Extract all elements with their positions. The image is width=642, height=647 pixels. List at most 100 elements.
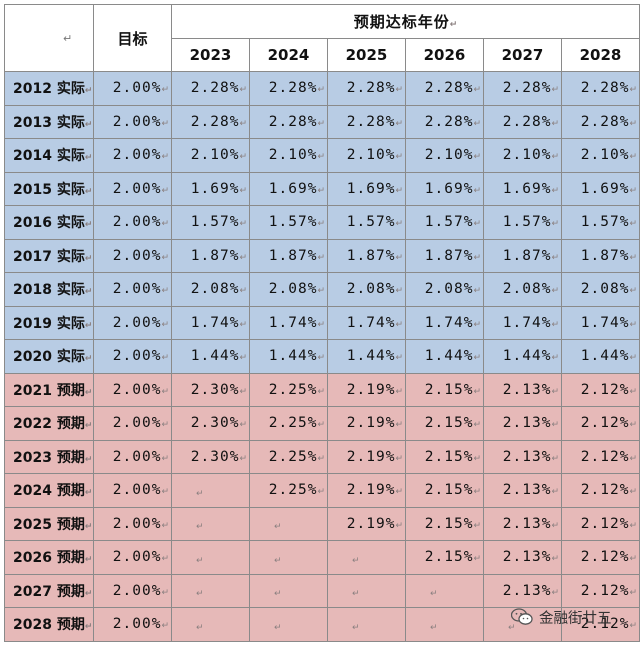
empty-cell: ↵	[249, 506, 328, 541]
value-cell: 2.10%↵	[483, 138, 562, 173]
value-cell: 2.19%↵	[327, 473, 406, 508]
value-cell: 1.87%↵	[171, 238, 250, 273]
value-cell: 2.28%↵	[327, 104, 406, 139]
value-cell: 2.15%↵	[405, 439, 484, 474]
table-row: 2016 实际↵ 2.00%↵ 1.57%↵ 1.57%↵ 1.57%↵ 1.57%↵ 1.…	[4, 205, 640, 240]
target-cell: 2.00%↵	[93, 473, 172, 508]
value-cell: 1.57%↵	[405, 205, 484, 240]
value-cell: 2.12%↵	[561, 372, 640, 407]
row-label: 2013 实际↵	[4, 104, 94, 139]
target-cell: 2.00%↵	[93, 573, 172, 608]
target-cell: 2.00%↵	[93, 607, 172, 642]
table-row: 2017 实际↵ 2.00%↵ 1.87%↵ 1.87%↵ 1.87%↵ 1.87%↵ 1.…	[4, 238, 640, 273]
row-label: 2022 预期↵	[4, 406, 94, 441]
value-cell: 1.44%↵	[405, 339, 484, 374]
value-cell: 2.15%↵	[405, 540, 484, 575]
value-cell: 1.69%↵	[561, 171, 640, 206]
value-cell: 2.15%↵	[405, 406, 484, 441]
row-label: 2016 实际↵	[4, 205, 94, 240]
value-cell: 2.08%↵	[327, 272, 406, 307]
value-cell: 2.12%↵	[561, 439, 640, 474]
value-cell: 2.13%↵	[483, 473, 562, 508]
value-cell: 2.12%↵	[561, 607, 640, 642]
value-cell: 1.74%↵	[171, 305, 250, 340]
value-cell: 1.44%↵	[561, 339, 640, 374]
value-cell: 2.12%↵	[561, 406, 640, 441]
value-cell: 2.08%↵	[171, 272, 250, 307]
value-cell: 2.28%↵	[249, 104, 328, 139]
target-cell: 2.00%↵	[93, 439, 172, 474]
value-cell: 1.44%↵	[171, 339, 250, 374]
value-cell: 2.25%↵	[249, 473, 328, 508]
empty-cell: ↵	[327, 540, 406, 575]
value-cell: 2.13%↵	[483, 573, 562, 608]
value-cell: 1.44%↵	[249, 339, 328, 374]
value-cell: 2.19%↵	[327, 406, 406, 441]
value-cell: 2.28%↵	[405, 104, 484, 139]
value-cell: 1.69%↵	[171, 171, 250, 206]
row-label: 2018 实际↵	[4, 272, 94, 307]
value-cell: 2.08%↵	[405, 272, 484, 307]
table-row: 2021 预期↵ 2.00%↵ 2.30%↵ 2.25%↵ 2.19%↵ 2.15%↵ 2.…	[4, 372, 640, 407]
value-cell: 2.28%↵	[327, 71, 406, 106]
value-cell: 2.10%↵	[405, 138, 484, 173]
row-label: 2024 预期↵	[4, 473, 94, 508]
row-label: 2027 预期↵	[4, 573, 94, 608]
table-row: 2020 实际↵ 2.00%↵ 1.44%↵ 1.44%↵ 1.44%↵ 1.44%↵ 1.…	[4, 339, 640, 374]
value-cell: 2.12%↵	[561, 473, 640, 508]
value-cell: 2.28%↵	[171, 71, 250, 106]
value-cell: 2.19%↵	[327, 372, 406, 407]
row-label: 2025 预期↵	[4, 506, 94, 541]
empty-cell: ↵	[171, 607, 250, 642]
row-label: 2026 预期↵	[4, 540, 94, 575]
table-row: 2023 预期↵ 2.00%↵ 2.30%↵ 2.25%↵ 2.19%↵ 2.15%↵ 2.…	[4, 439, 640, 474]
target-header: 目标	[93, 4, 172, 72]
empty-cell: ↵	[249, 540, 328, 575]
table-row: 2018 实际↵ 2.00%↵ 2.08%↵ 2.08%↵ 2.08%↵ 2.08%↵ 2.…	[4, 272, 640, 307]
value-cell: 2.13%↵	[483, 372, 562, 407]
value-cell: 2.28%↵	[483, 71, 562, 106]
value-cell: 1.87%↵	[327, 238, 406, 273]
value-cell: 2.28%↵	[405, 71, 484, 106]
year-header-2028: 2028	[561, 38, 640, 72]
table-row: 2022 预期↵ 2.00%↵ 2.30%↵ 2.25%↵ 2.19%↵ 2.15%↵ 2.…	[4, 406, 640, 441]
empty-cell: ↵	[171, 473, 250, 508]
value-cell: 1.74%↵	[405, 305, 484, 340]
empty-cell: ↵	[171, 506, 250, 541]
target-cell: 2.00%↵	[93, 104, 172, 139]
value-cell: 2.15%↵	[405, 473, 484, 508]
row-label: 2019 实际↵	[4, 305, 94, 340]
target-cell: 2.00%↵	[93, 305, 172, 340]
inflation-target-table: ↵ 目标 预期达标年份↵ 2023 2024 2025 2026 2027 2028 20…	[4, 4, 640, 642]
value-cell: 2.19%↵	[327, 506, 406, 541]
value-cell: 2.25%↵	[249, 372, 328, 407]
value-cell: 1.57%↵	[327, 205, 406, 240]
row-label: 2020 实际↵	[4, 339, 94, 374]
value-cell: 2.13%↵	[483, 439, 562, 474]
table-row: 2027 预期↵ 2.00%↵ ↵ ↵ ↵ ↵ 2.13%↵ 2.12%↵	[4, 573, 640, 608]
target-cell: 2.00%↵	[93, 71, 172, 106]
watermark-text: 金融街廿五	[539, 610, 612, 627]
value-cell: 2.12%↵	[561, 540, 640, 575]
empty-cell: ↵	[171, 573, 250, 608]
value-cell: 1.69%↵	[327, 171, 406, 206]
year-header-2026: 2026	[405, 38, 484, 72]
value-cell: 2.08%↵	[561, 272, 640, 307]
target-cell: 2.00%↵	[93, 339, 172, 374]
value-cell: 2.30%↵	[171, 406, 250, 441]
value-cell: 2.10%↵	[249, 138, 328, 173]
value-cell: 1.57%↵	[483, 205, 562, 240]
value-cell: 2.28%↵	[483, 104, 562, 139]
empty-cell: ↵	[171, 540, 250, 575]
table-row: 2015 实际↵ 2.00%↵ 1.69%↵ 1.69%↵ 1.69%↵ 1.69%↵ 1.…	[4, 171, 640, 206]
table-row: 2025 预期↵ 2.00%↵ ↵ ↵ 2.19%↵ 2.15%↵ 2.13%↵ 2.12%↵	[4, 506, 640, 541]
value-cell: 1.87%↵	[249, 238, 328, 273]
value-cell: 1.87%↵	[561, 238, 640, 273]
table-row: 2012 实际↵ 2.00%↵ 2.28%↵ 2.28%↵ 2.28%↵ 2.28%↵ 2.…	[4, 71, 640, 106]
target-cell: 2.00%↵	[93, 372, 172, 407]
value-cell: 2.08%↵	[483, 272, 562, 307]
value-cell: 1.74%↵	[561, 305, 640, 340]
value-cell: 1.57%↵	[171, 205, 250, 240]
row-label: 2023 预期↵	[4, 439, 94, 474]
target-cell: 2.00%↵	[93, 272, 172, 307]
